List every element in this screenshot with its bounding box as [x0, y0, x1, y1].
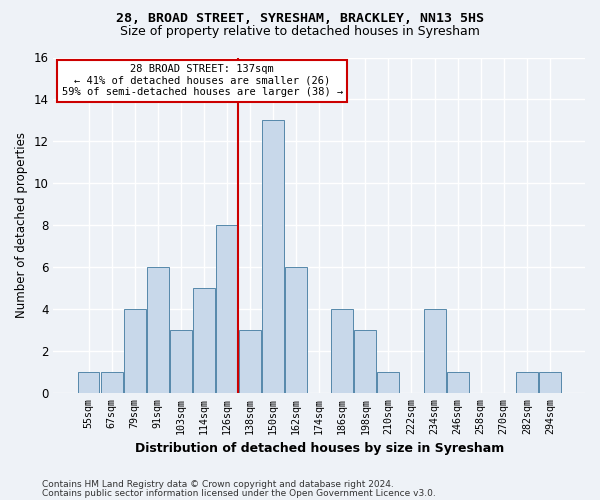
Bar [147, 267, 169, 393]
Bar [239, 330, 261, 393]
Bar [193, 288, 215, 393]
Bar [424, 309, 446, 393]
Bar [539, 372, 561, 393]
Bar [355, 330, 376, 393]
Text: 28, BROAD STREET, SYRESHAM, BRACKLEY, NN13 5HS: 28, BROAD STREET, SYRESHAM, BRACKLEY, NN… [116, 12, 484, 26]
Text: Contains HM Land Registry data © Crown copyright and database right 2024.: Contains HM Land Registry data © Crown c… [42, 480, 394, 489]
Text: Contains public sector information licensed under the Open Government Licence v3: Contains public sector information licen… [42, 488, 436, 498]
Bar [124, 309, 146, 393]
Text: Size of property relative to detached houses in Syresham: Size of property relative to detached ho… [120, 25, 480, 38]
X-axis label: Distribution of detached houses by size in Syresham: Distribution of detached houses by size … [134, 442, 504, 455]
Bar [77, 372, 100, 393]
Bar [446, 372, 469, 393]
Bar [516, 372, 538, 393]
Y-axis label: Number of detached properties: Number of detached properties [15, 132, 28, 318]
Bar [377, 372, 400, 393]
Text: 28 BROAD STREET: 137sqm
← 41% of detached houses are smaller (26)
59% of semi-de: 28 BROAD STREET: 137sqm ← 41% of detache… [62, 64, 343, 98]
Bar [262, 120, 284, 393]
Bar [101, 372, 122, 393]
Bar [170, 330, 192, 393]
Bar [285, 267, 307, 393]
Bar [331, 309, 353, 393]
Bar [216, 225, 238, 393]
